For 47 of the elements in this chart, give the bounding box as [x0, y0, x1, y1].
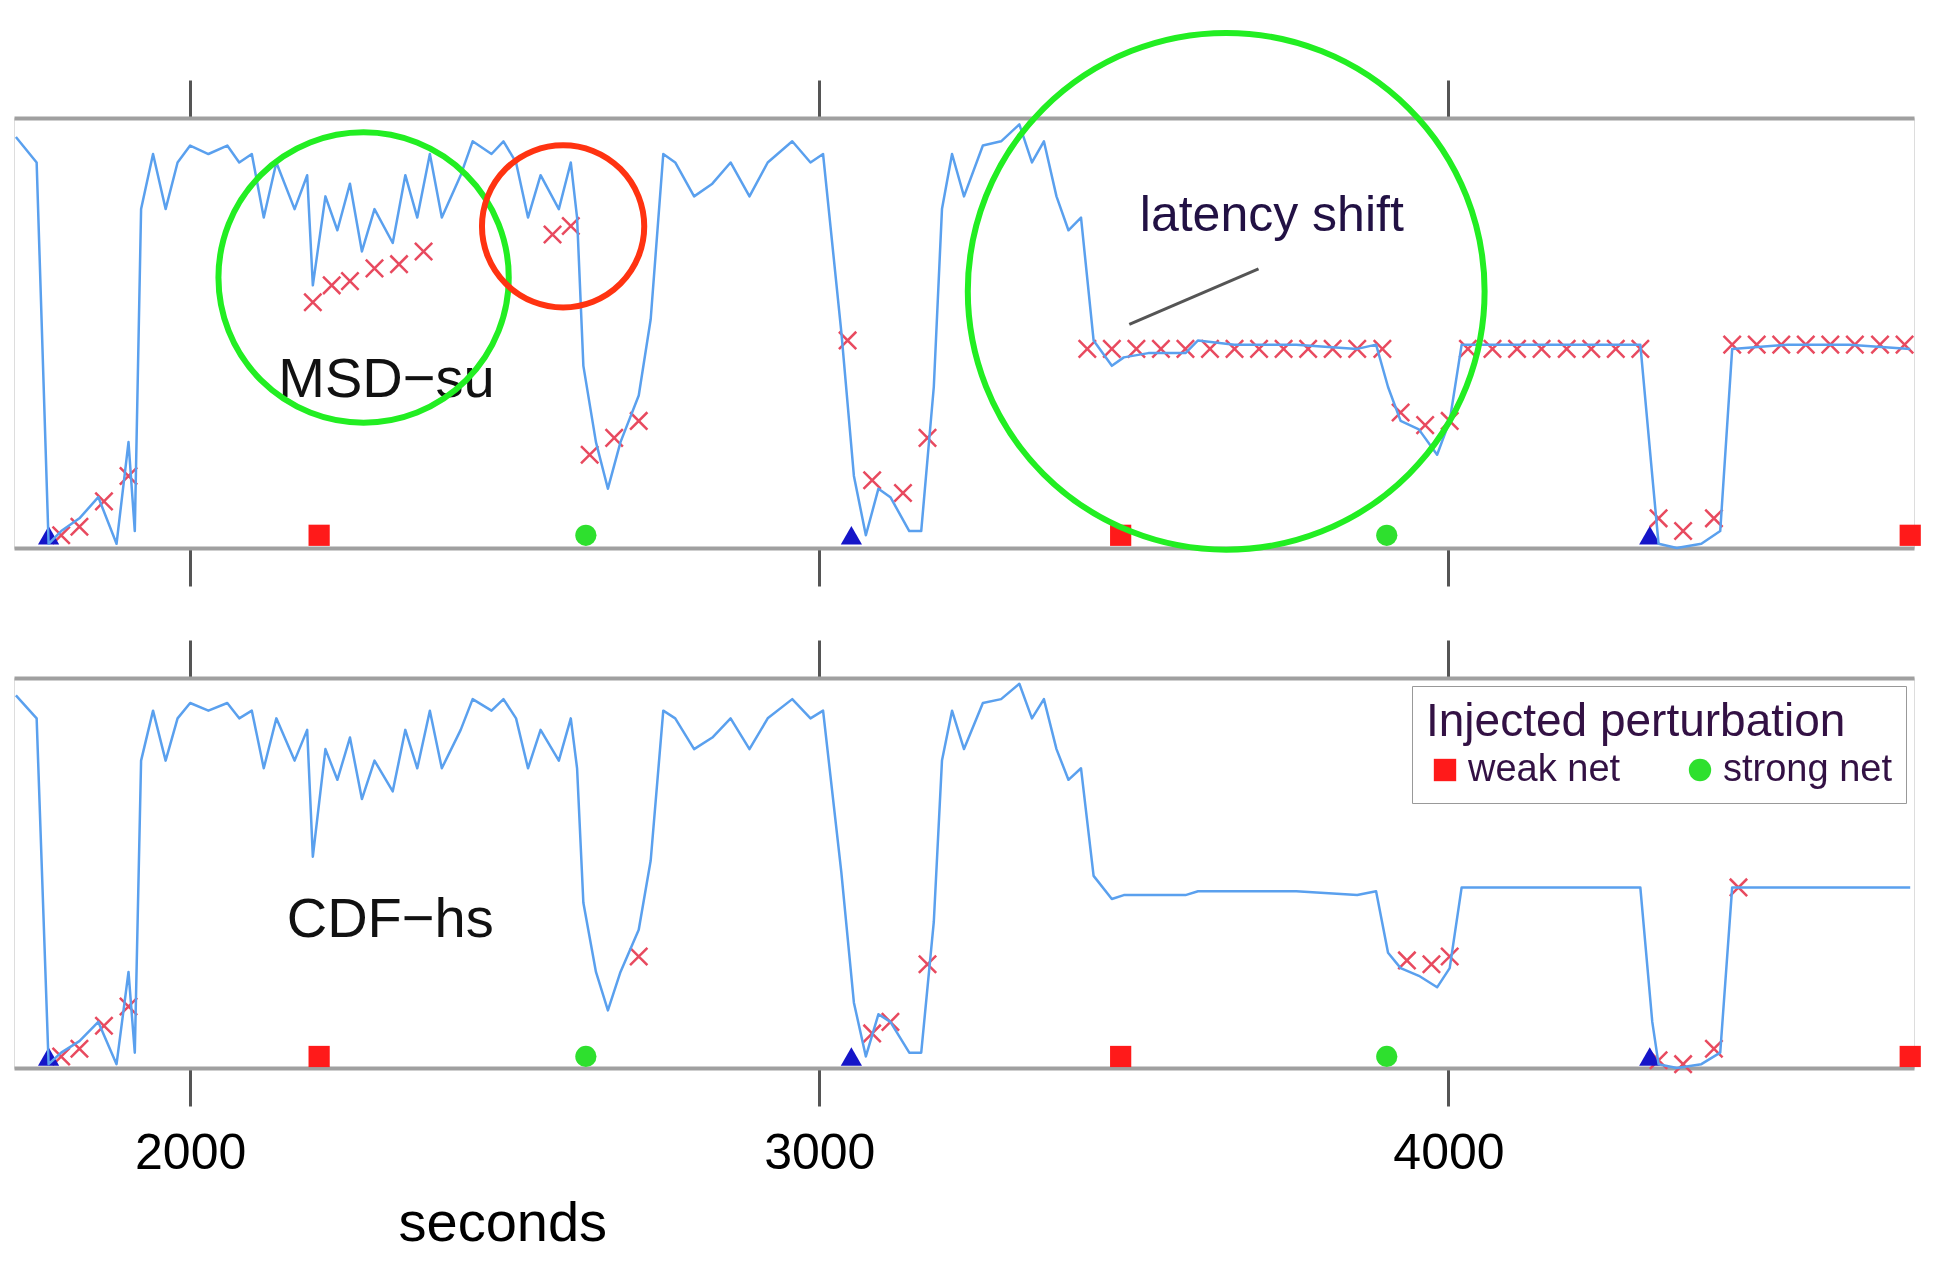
point: [1151, 338, 1171, 359]
point: [69, 1038, 90, 1059]
point: [69, 516, 90, 537]
legend-label: strong net: [1723, 747, 1893, 789]
point: [1322, 338, 1343, 359]
point: [1722, 334, 1743, 355]
annotation: latency shift: [1139, 186, 1404, 243]
point: [1899, 524, 1921, 546]
point: [542, 224, 563, 245]
legend-label: weak net: [1467, 747, 1621, 789]
point: [579, 444, 600, 465]
x-tick-label: 2000: [135, 1123, 247, 1180]
point: [1298, 338, 1319, 359]
point: [575, 1045, 597, 1068]
point: [389, 254, 409, 275]
point: [1376, 1045, 1398, 1068]
point: [413, 241, 434, 262]
point: [51, 525, 72, 546]
point: [302, 292, 323, 313]
point: [1415, 415, 1436, 436]
point: [94, 1015, 114, 1036]
point: [364, 258, 385, 279]
point: [604, 427, 625, 448]
point: [628, 946, 649, 967]
point: [1077, 338, 1098, 359]
point: [1899, 1045, 1921, 1068]
annotation: CDF−hs: [286, 885, 494, 949]
point: [308, 524, 330, 546]
point: [1421, 954, 1442, 975]
point: [1200, 338, 1220, 359]
point: [1101, 338, 1122, 359]
point: [308, 1045, 330, 1068]
point: [1110, 1045, 1132, 1068]
point: [1175, 338, 1196, 359]
point: [1376, 524, 1398, 546]
point: [1673, 521, 1694, 541]
point: [575, 524, 597, 546]
point: [862, 470, 883, 491]
point: [893, 483, 913, 503]
point: [1639, 1047, 1661, 1066]
point: [840, 526, 862, 545]
x-axis-title: seconds: [398, 1189, 608, 1253]
x-tick-label: 4000: [1393, 1123, 1505, 1180]
point: [628, 411, 649, 431]
point: [840, 1047, 862, 1066]
x-tick-label: 3000: [764, 1123, 876, 1180]
legend-title: Injected perturbation: [1426, 694, 1846, 746]
